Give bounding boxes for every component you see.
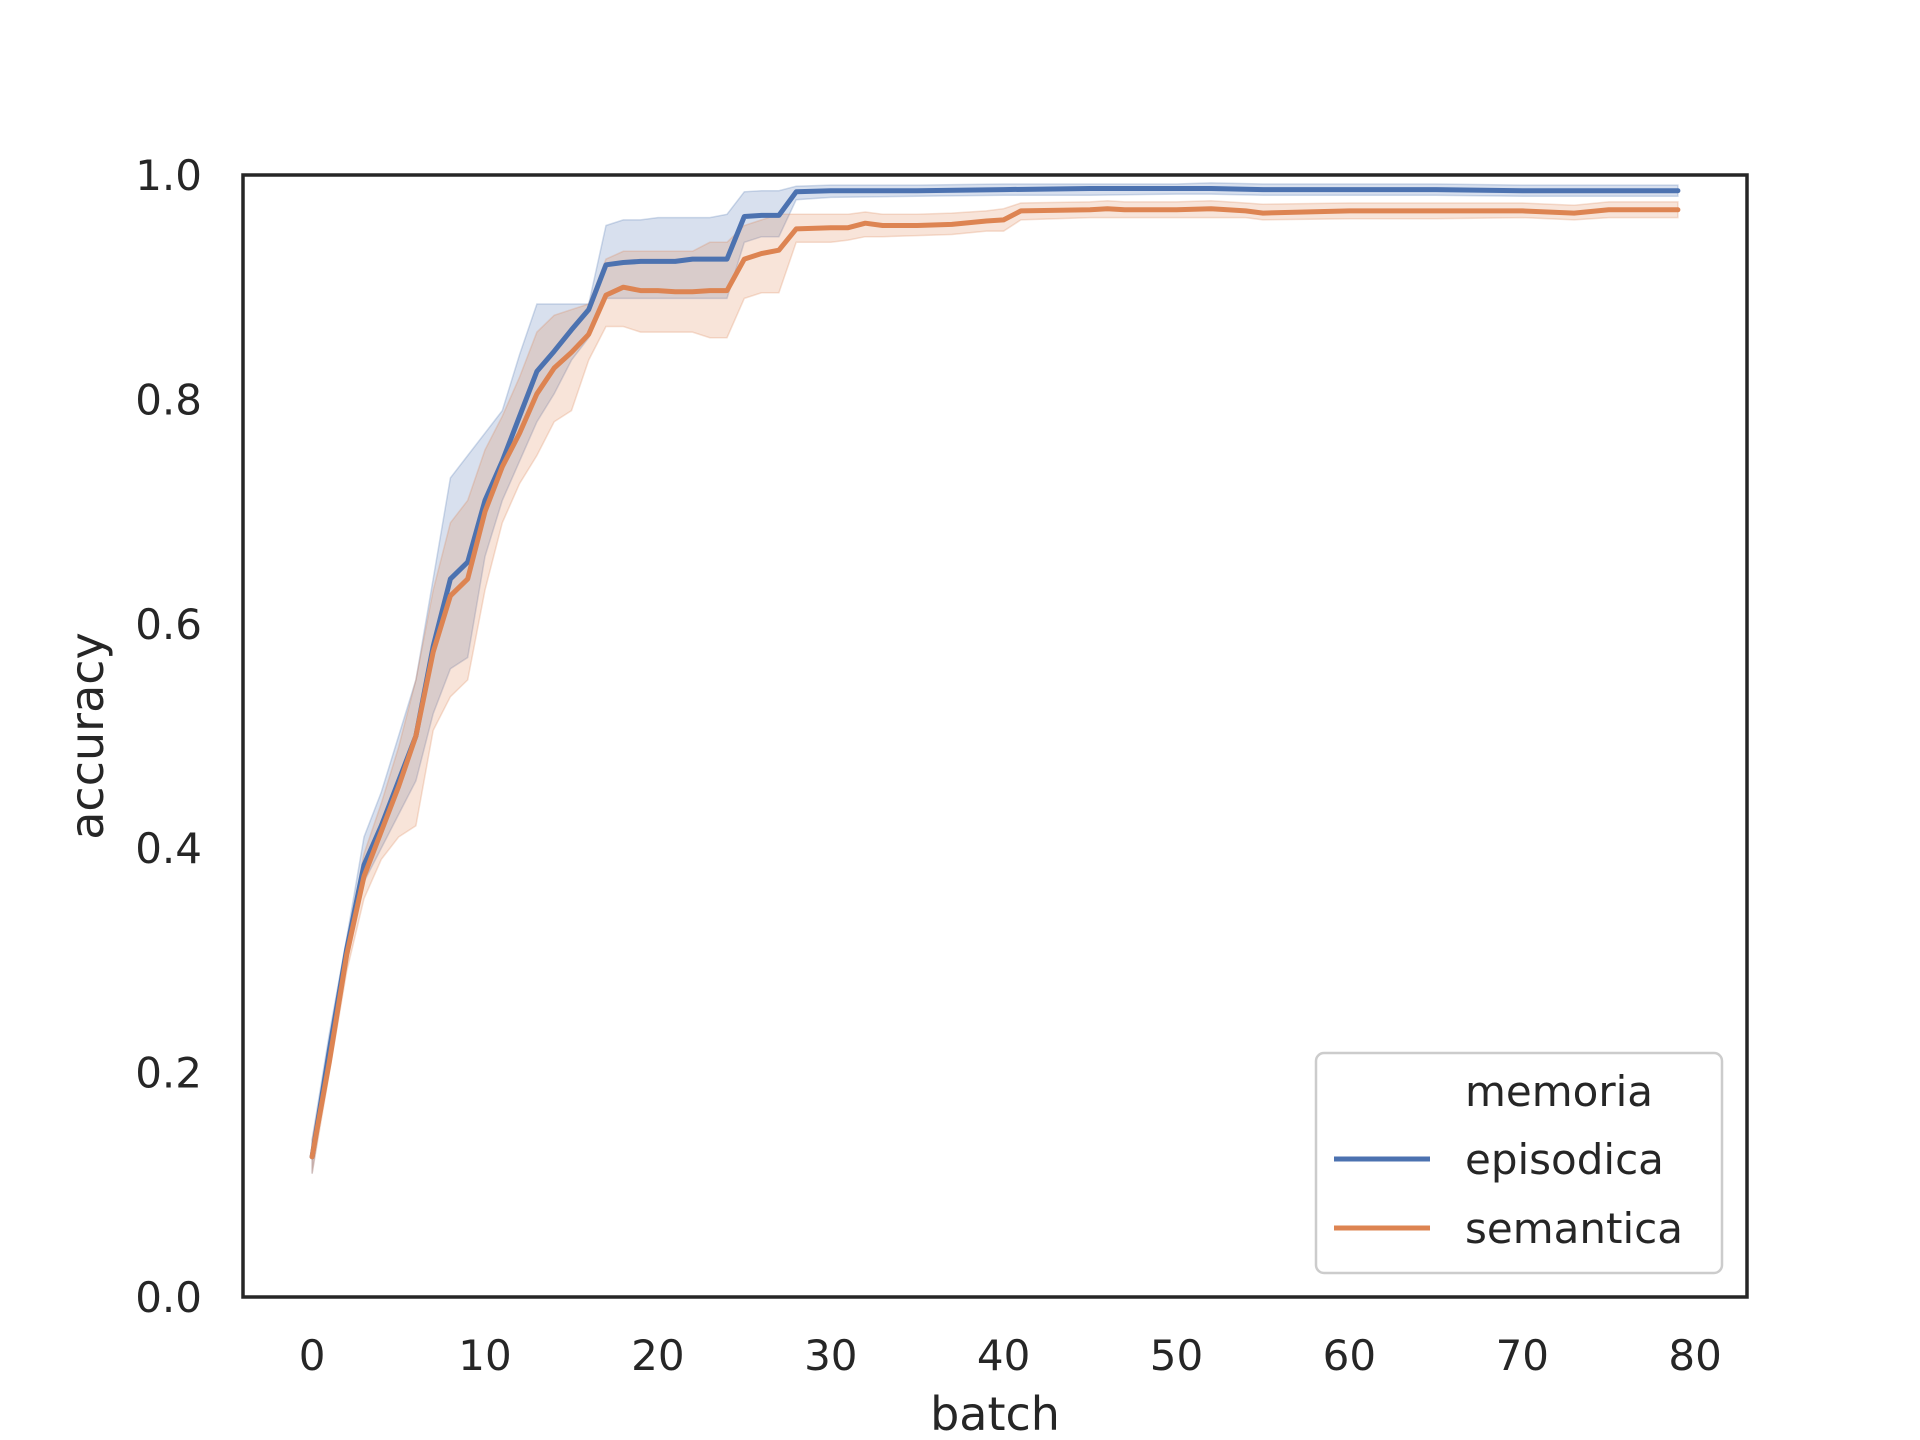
legend-label-episodica: episodica (1465, 1135, 1664, 1184)
y-axis-ticks: 0.0 0.2 0.4 0.6 0.8 1.0 (135, 151, 202, 1322)
y-tick-label: 1.0 (135, 151, 202, 200)
y-tick-label: 0.0 (135, 1273, 202, 1322)
x-tick-label: 20 (631, 1331, 684, 1380)
x-tick-label: 0 (299, 1331, 326, 1380)
x-tick-label: 10 (458, 1331, 511, 1380)
y-tick-label: 0.8 (135, 375, 202, 424)
x-axis-label: batch (930, 1387, 1060, 1440)
confidence-bands (311, 182, 1679, 1174)
x-tick-label: 60 (1323, 1331, 1376, 1380)
x-tick-label: 70 (1496, 1331, 1549, 1380)
series-lines (309, 186, 1681, 1160)
x-tick-label: 80 (1668, 1331, 1721, 1380)
x-axis-ticks: 0 10 20 30 40 50 60 70 80 (299, 1331, 1722, 1380)
y-tick-label: 0.2 (135, 1049, 202, 1098)
confidence-band-semantica (311, 200, 1679, 1174)
legend-title: memoria (1465, 1067, 1653, 1116)
y-axis-label: accuracy (60, 632, 114, 840)
legend-box (1314, 1051, 1724, 1275)
series-line-semantica (309, 206, 1681, 1160)
legend-label-semantica: semantica (1465, 1204, 1683, 1253)
x-tick-label: 50 (1150, 1331, 1203, 1380)
confidence-band-episodica (311, 182, 1679, 1174)
x-tick-label: 40 (977, 1331, 1030, 1380)
y-tick-label: 0.6 (135, 600, 202, 649)
x-tick-label: 30 (804, 1331, 857, 1380)
plot-frame (241, 173, 1749, 1299)
legend: memoria episodica semantica (1314, 1051, 1724, 1275)
y-tick-label: 0.4 (135, 824, 202, 873)
